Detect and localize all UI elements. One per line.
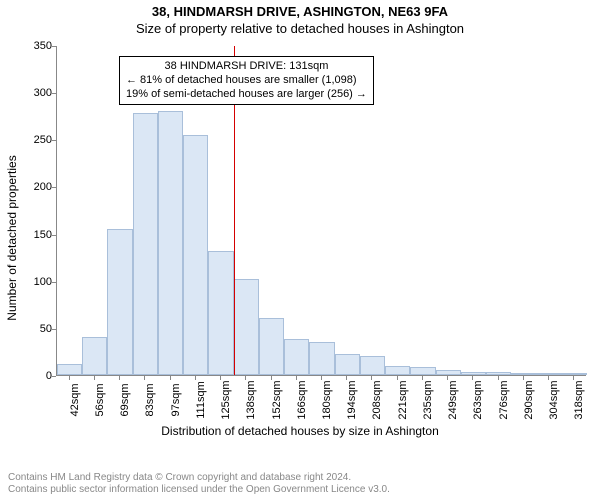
page-title: 38, HINDMARSH DRIVE, ASHINGTON, NE63 9FA: [0, 0, 600, 19]
bar: [133, 113, 158, 375]
x-tick-label: 194sqm: [346, 380, 358, 419]
x-tick-label: 42sqm: [69, 383, 81, 416]
x-tick-mark: [271, 376, 272, 380]
x-tick-label: 235sqm: [422, 380, 434, 419]
x-tick-mark: [119, 376, 120, 380]
y-tick-label: 100: [34, 276, 52, 288]
bar: [57, 364, 82, 375]
bar: [259, 318, 284, 375]
bar: [335, 354, 360, 375]
footer-attribution: Contains HM Land Registry data © Crown c…: [8, 472, 390, 496]
x-tick-label: 125sqm: [220, 380, 232, 419]
y-tick-label: 350: [34, 40, 52, 52]
bar: [385, 366, 410, 375]
bar: [461, 372, 486, 375]
x-tick-label: 208sqm: [371, 380, 383, 419]
x-tick-mark: [69, 376, 70, 380]
bar: [158, 111, 183, 375]
x-tick-label: 138sqm: [245, 380, 257, 419]
x-tick-label: 249sqm: [447, 380, 459, 419]
bar: [436, 370, 461, 375]
x-tick-label: 166sqm: [296, 380, 308, 419]
x-tick-label: 304sqm: [548, 380, 560, 419]
annotation-line: 38 HINDMARSH DRIVE: 131sqm: [126, 60, 367, 74]
x-tick-mark: [296, 376, 297, 380]
footer-line-2: Contains public sector information licen…: [8, 484, 390, 496]
bar: [410, 367, 435, 375]
footer-line-1: Contains HM Land Registry data © Crown c…: [8, 472, 390, 484]
x-tick-mark: [144, 376, 145, 380]
y-tick-label: 150: [34, 229, 52, 241]
x-tick-mark: [195, 376, 196, 380]
x-tick-label: 276sqm: [498, 380, 510, 419]
y-tick-label: 50: [40, 323, 52, 335]
x-tick-label: 56sqm: [94, 383, 106, 416]
x-tick-mark: [397, 376, 398, 380]
chart-container: Number of detached properties 0501001502…: [0, 38, 600, 438]
x-tick-mark: [422, 376, 423, 380]
bar: [82, 337, 107, 375]
bar: [360, 356, 385, 375]
x-tick-mark: [346, 376, 347, 380]
x-tick-mark: [548, 376, 549, 380]
bar: [234, 279, 259, 375]
x-tick-label: 111sqm: [195, 381, 207, 419]
bar: [284, 339, 309, 375]
plot-area: 38 HINDMARSH DRIVE: 131sqm← 81% of detac…: [56, 46, 586, 376]
y-tick-label: 250: [34, 134, 52, 146]
bar: [183, 135, 208, 375]
y-tick-label: 200: [34, 181, 52, 193]
x-tick-mark: [447, 376, 448, 380]
bar: [537, 373, 562, 375]
x-tick-label: 263sqm: [472, 380, 484, 419]
y-ticks: 050100150200250300350: [0, 46, 56, 376]
x-tick-mark: [245, 376, 246, 380]
x-tick-mark: [94, 376, 95, 380]
x-tick-mark: [371, 376, 372, 380]
x-tick-mark: [220, 376, 221, 380]
bar: [309, 342, 334, 375]
x-tick-label: 180sqm: [321, 380, 333, 419]
x-tick-label: 318sqm: [573, 380, 585, 419]
x-tick-mark: [321, 376, 322, 380]
x-tick-label: 97sqm: [170, 383, 182, 416]
x-tick-mark: [523, 376, 524, 380]
x-tick-label: 152sqm: [271, 380, 283, 419]
x-tick-label: 69sqm: [119, 383, 131, 416]
annotation-line: ← 81% of detached houses are smaller (1,…: [126, 74, 367, 88]
x-tick-mark: [472, 376, 473, 380]
x-tick-mark: [573, 376, 574, 380]
bar: [208, 251, 233, 375]
bar: [562, 373, 587, 375]
x-tick-mark: [498, 376, 499, 380]
annotation-line: 19% of semi-detached houses are larger (…: [126, 88, 367, 102]
y-tick-label: 300: [34, 87, 52, 99]
page-subtitle: Size of property relative to detached ho…: [0, 19, 600, 38]
x-tick-mark: [170, 376, 171, 380]
bar: [107, 229, 132, 375]
x-tick-label: 83sqm: [144, 383, 156, 416]
x-tick-label: 290sqm: [523, 380, 535, 419]
x-tick-label: 221sqm: [397, 380, 409, 419]
bar: [486, 372, 511, 375]
annotation-box: 38 HINDMARSH DRIVE: 131sqm← 81% of detac…: [119, 56, 374, 105]
bar: [511, 373, 536, 375]
x-axis-label: Distribution of detached houses by size …: [0, 424, 600, 438]
